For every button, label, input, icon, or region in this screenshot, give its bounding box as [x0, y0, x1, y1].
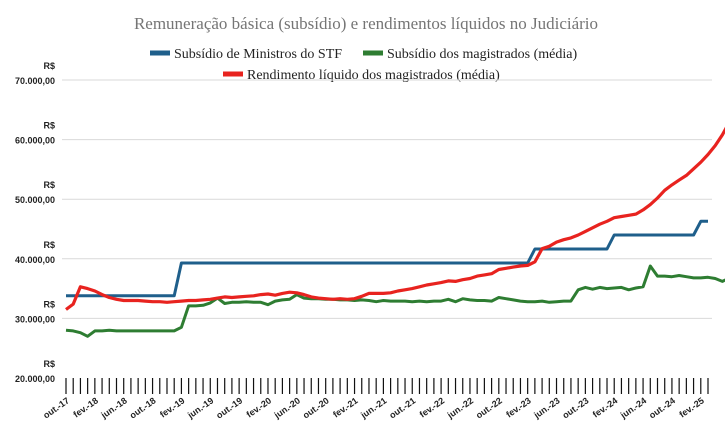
x-tick-label: jun.-18 — [99, 395, 129, 420]
series-group — [65, 126, 725, 338]
x-tick-label: fev.-18 — [71, 395, 100, 419]
y-axis-ticks: R$ 70.000,00 R$ 60.000,00 R$ 50.000,00 R$ 40.00… — [15, 61, 55, 384]
x-tick-label: jun.-21 — [358, 395, 388, 420]
x-tick-label: jun.-24 — [618, 395, 648, 420]
x-tick-label: jun.-20 — [272, 395, 302, 420]
series-line-2 — [65, 264, 725, 338]
x-tick-label: fev.-22 — [418, 395, 447, 419]
x-tick-label: jun.-19 — [185, 395, 215, 420]
y-tick-currency: R$ — [43, 121, 55, 131]
legend-label: Subsídio de Ministros do STF — [174, 47, 342, 62]
series-line-1 — [66, 219, 708, 298]
x-tick-label: fev.-23 — [504, 395, 533, 419]
gridlines — [62, 79, 712, 319]
y-tick-currency: R$ — [43, 359, 55, 369]
x-tick-label: fev.-24 — [591, 395, 620, 419]
x-tick-label: out.-20 — [301, 395, 331, 420]
y-tick-currency: R$ — [43, 240, 55, 250]
chart-title: Remuneração básica (subsídio) e rendimen… — [134, 14, 598, 33]
y-tick-currency: R$ — [43, 299, 55, 309]
series-line-3 — [65, 126, 725, 311]
y-tick-currency: R$ — [43, 180, 55, 190]
x-tick-label: fev.-20 — [245, 395, 274, 419]
x-tick-label: out.-22 — [474, 395, 504, 420]
legend-label: Subsídio dos magistrados (média) — [387, 47, 577, 62]
y-tick-label: 60.000,00 — [15, 136, 55, 146]
x-tick-label: fev.-25 — [677, 395, 706, 419]
x-tick-label: out.-18 — [128, 395, 158, 420]
y-tick-label: 50.000,00 — [15, 195, 55, 205]
x-tick-label: jun.-23 — [531, 395, 561, 420]
legend: Subsídio de Ministros do STF Subsídio dos… — [150, 47, 577, 83]
y-tick-label: 30.000,00 — [15, 314, 55, 324]
x-tick-label: jun.-22 — [445, 395, 475, 420]
y-tick-label: 70.000,00 — [15, 76, 55, 86]
x-tick-label: out.-23 — [561, 395, 591, 420]
x-tick-label: out.-21 — [387, 395, 417, 420]
x-tick-label: out.-17 — [41, 395, 71, 420]
y-tick-currency: R$ — [43, 61, 55, 71]
x-tick-label: out.-24 — [647, 395, 677, 420]
x-tick-label: fev.-19 — [158, 395, 187, 419]
y-tick-label: 40.000,00 — [15, 255, 55, 265]
legend-label: Rendimento líquido dos magistrados (médi… — [247, 68, 500, 83]
x-tick-label: fev.-21 — [331, 395, 360, 419]
y-tick-label: 20.000,00 — [15, 374, 55, 384]
x-tick-label: out.-19 — [214, 395, 244, 420]
